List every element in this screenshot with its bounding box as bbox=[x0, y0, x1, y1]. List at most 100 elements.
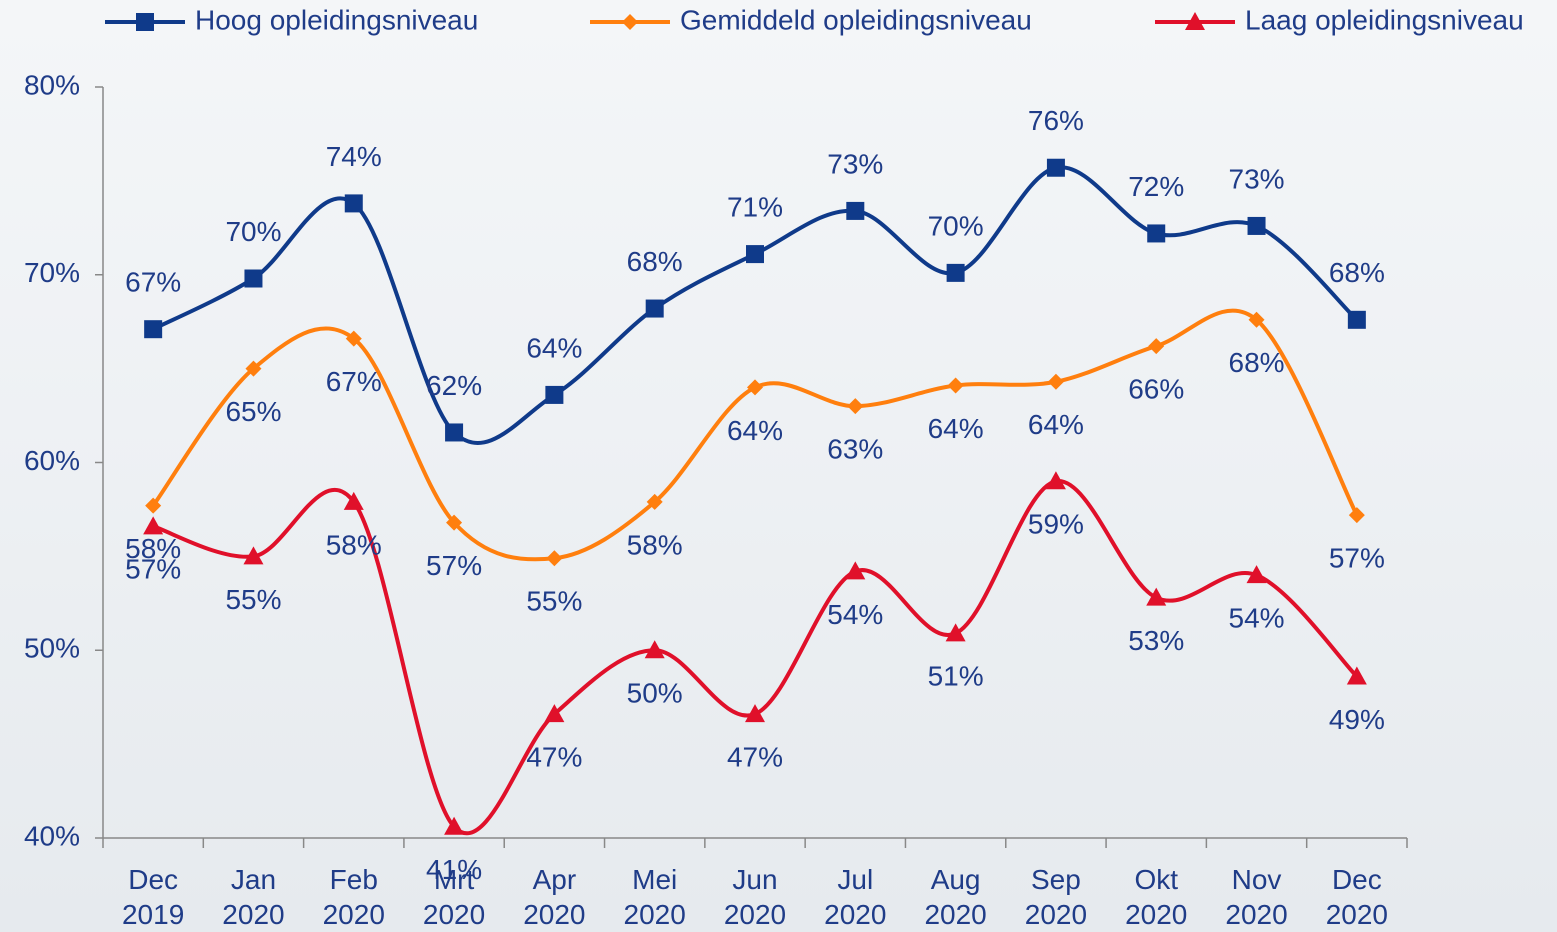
data-label: 64% bbox=[928, 413, 984, 444]
marker bbox=[343, 491, 364, 510]
marker bbox=[444, 816, 465, 835]
marker bbox=[1045, 471, 1066, 490]
data-label: 47% bbox=[526, 741, 582, 772]
marker bbox=[645, 299, 664, 318]
marker bbox=[846, 201, 865, 220]
data-label: 58% bbox=[627, 529, 683, 560]
marker bbox=[946, 263, 965, 282]
data-label: 55% bbox=[526, 586, 582, 617]
data-label: 54% bbox=[1229, 603, 1285, 634]
marker bbox=[243, 546, 264, 565]
x-tick-label: Mei 2020 bbox=[623, 864, 686, 930]
data-label: 74% bbox=[326, 141, 382, 172]
marker bbox=[1248, 311, 1265, 328]
x-tick-label: Dec 2019 bbox=[121, 864, 185, 930]
marker bbox=[1047, 373, 1064, 390]
data-label: 63% bbox=[827, 434, 883, 465]
data-label: 49% bbox=[1329, 704, 1385, 735]
y-tick-label: 50% bbox=[24, 633, 80, 664]
x-tick-label: Jul 2020 bbox=[824, 864, 887, 930]
marker bbox=[945, 623, 966, 642]
data-label: 65% bbox=[225, 396, 281, 427]
marker bbox=[947, 377, 964, 394]
data-label: 51% bbox=[928, 661, 984, 692]
data-label: 53% bbox=[1128, 625, 1184, 656]
data-label: 64% bbox=[1028, 409, 1084, 440]
marker bbox=[244, 269, 263, 288]
data-label: 70% bbox=[928, 210, 984, 241]
marker bbox=[546, 550, 563, 567]
legend-label: Laag opleidingsniveau bbox=[1245, 4, 1524, 35]
marker bbox=[1348, 507, 1365, 524]
data-label: 73% bbox=[827, 148, 883, 179]
marker bbox=[1246, 565, 1267, 584]
x-tick-label: Aug 2020 bbox=[924, 864, 987, 930]
x-tick-label: Feb 2020 bbox=[322, 864, 385, 930]
data-label: 70% bbox=[225, 216, 281, 247]
data-label: 57% bbox=[1329, 542, 1385, 573]
data-label: 41% bbox=[426, 854, 482, 885]
marker bbox=[746, 245, 764, 264]
marker bbox=[145, 497, 162, 514]
marker bbox=[345, 330, 362, 347]
marker bbox=[845, 561, 866, 580]
x-tick-label: Jun 2020 bbox=[723, 864, 787, 930]
marker bbox=[1147, 224, 1166, 243]
marker bbox=[1247, 216, 1266, 235]
data-label: 55% bbox=[225, 584, 281, 615]
data-label: 73% bbox=[1229, 163, 1285, 194]
marker bbox=[445, 423, 464, 442]
data-label: 68% bbox=[1229, 347, 1285, 378]
x-tick-label: Nov 2020 bbox=[1225, 864, 1288, 930]
legend-marker bbox=[622, 14, 638, 30]
marker bbox=[745, 704, 765, 723]
data-label: 59% bbox=[1028, 509, 1084, 540]
y-tick-label: 70% bbox=[24, 257, 80, 288]
marker bbox=[545, 385, 564, 404]
data-label: 47% bbox=[727, 741, 783, 772]
data-label: 66% bbox=[1128, 373, 1184, 404]
legend-label: Gemiddeld opleidingsniveau bbox=[680, 4, 1032, 35]
marker bbox=[1046, 158, 1065, 177]
data-label: 50% bbox=[627, 678, 683, 709]
y-tick-label: 40% bbox=[24, 820, 80, 851]
legend-label: Hoog opleidingsniveau bbox=[195, 4, 478, 35]
marker bbox=[544, 704, 565, 723]
marker bbox=[143, 516, 164, 535]
data-label: 62% bbox=[426, 370, 482, 401]
data-label: 71% bbox=[727, 191, 783, 222]
legend-marker bbox=[1185, 12, 1205, 30]
x-tick-label: Jan 2020 bbox=[222, 864, 285, 930]
x-tick-label: Okt 2020 bbox=[1125, 864, 1188, 930]
data-label: 64% bbox=[526, 332, 582, 363]
marker bbox=[747, 379, 763, 396]
data-label: 67% bbox=[125, 267, 181, 298]
y-tick-label: 60% bbox=[24, 445, 80, 476]
marker bbox=[1148, 338, 1165, 355]
data-label: 54% bbox=[827, 599, 883, 630]
legend-marker bbox=[136, 13, 154, 31]
marker bbox=[1347, 310, 1366, 329]
marker bbox=[646, 493, 663, 510]
data-label: 76% bbox=[1028, 105, 1084, 136]
marker bbox=[446, 514, 463, 531]
y-tick-label: 80% bbox=[24, 69, 80, 100]
marker bbox=[847, 398, 864, 415]
marker bbox=[344, 194, 363, 213]
marker bbox=[1146, 587, 1167, 606]
data-label: 64% bbox=[727, 415, 783, 446]
data-label: 57% bbox=[426, 550, 482, 581]
marker bbox=[144, 320, 163, 339]
data-label: 68% bbox=[1329, 257, 1385, 288]
data-label: 57% bbox=[125, 554, 181, 585]
data-label: 67% bbox=[326, 366, 382, 397]
data-label: 58% bbox=[326, 529, 382, 560]
data-label: 72% bbox=[1128, 171, 1184, 202]
marker bbox=[1346, 666, 1367, 685]
data-label: 68% bbox=[627, 246, 683, 277]
x-tick-label: Apr 2020 bbox=[523, 864, 586, 930]
marker bbox=[644, 640, 665, 659]
x-tick-label: Sep 2020 bbox=[1024, 864, 1088, 930]
